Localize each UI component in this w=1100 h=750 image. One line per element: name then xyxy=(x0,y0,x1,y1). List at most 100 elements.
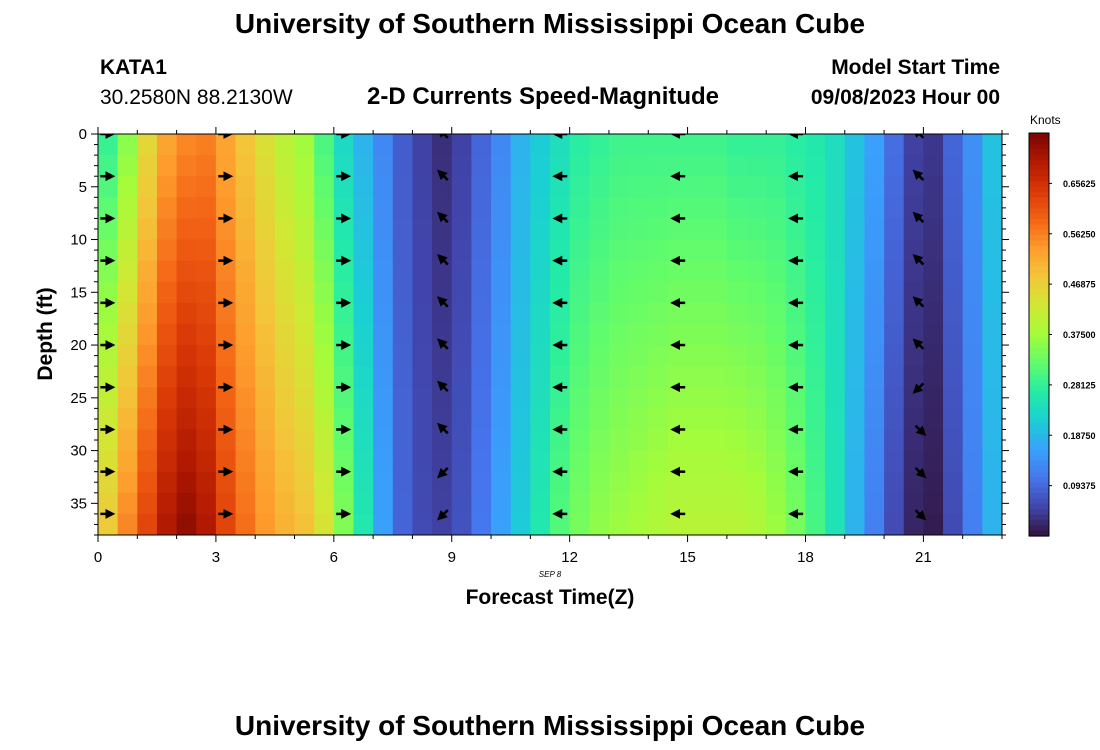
heatmap-cell xyxy=(255,366,276,388)
heatmap-cell xyxy=(471,492,492,515)
heatmap-cell xyxy=(196,513,217,535)
heatmap-cell xyxy=(667,239,689,262)
heatmap-cell xyxy=(353,260,374,283)
heatmap-cell xyxy=(156,218,178,241)
heatmap-cell xyxy=(451,155,472,177)
heatmap-cell xyxy=(451,429,472,452)
heatmap-cell xyxy=(608,281,630,304)
heatmap-cell xyxy=(844,155,866,177)
heatmap-cell xyxy=(667,134,689,156)
heatmap-cell xyxy=(314,239,335,262)
heatmap-cell xyxy=(373,408,394,431)
heatmap-cell xyxy=(844,134,866,156)
heatmap-cell xyxy=(235,260,256,283)
heatmap-cell xyxy=(491,134,512,156)
heatmap-cell xyxy=(943,155,964,177)
heatmap-cell xyxy=(550,134,571,156)
heatmap-cell xyxy=(491,176,512,198)
heatmap-cell xyxy=(117,323,138,346)
heatmap-cell xyxy=(726,134,748,156)
heatmap-cell xyxy=(825,155,846,177)
heatmap-cell xyxy=(687,429,708,452)
heatmap-cell xyxy=(176,134,197,156)
heatmap-cell xyxy=(884,134,905,156)
heatmap-cell xyxy=(530,471,551,494)
heatmap-cell xyxy=(628,366,649,388)
heatmap-cell xyxy=(805,176,826,198)
current-arrow xyxy=(437,466,449,479)
current-arrow xyxy=(914,424,927,437)
heatmap-cell xyxy=(648,387,669,409)
heatmap-cell xyxy=(785,366,807,388)
heatmap-cell xyxy=(923,387,944,409)
heatmap-cell xyxy=(353,281,374,304)
current-arrow xyxy=(912,338,925,350)
heatmap-cell xyxy=(569,281,590,304)
heatmap-cell xyxy=(923,197,944,220)
heatmap-cell xyxy=(137,239,158,262)
colorbar-tick-label: 0.18750 xyxy=(1063,431,1096,441)
colorbar-segment xyxy=(1029,439,1049,446)
colorbar-segment xyxy=(1029,428,1049,435)
heatmap-cell xyxy=(726,345,748,367)
heatmap-cell xyxy=(943,387,964,409)
heatmap-cell xyxy=(923,302,944,325)
heatmap-cell xyxy=(471,155,492,177)
heatmap-cell xyxy=(667,408,689,431)
heatmap-cell xyxy=(569,260,590,283)
heatmap-cell xyxy=(432,345,453,367)
heatmap-cell xyxy=(746,302,767,325)
colorbar-segment xyxy=(1029,315,1049,322)
heatmap-cell xyxy=(903,155,924,177)
heatmap-cell xyxy=(98,366,119,388)
heatmap-cell xyxy=(687,408,708,431)
heatmap-cell xyxy=(510,387,531,409)
heatmap-cell xyxy=(707,134,728,156)
heatmap-cell xyxy=(353,176,374,198)
heatmap-cell xyxy=(569,471,590,494)
colorbar-segment xyxy=(1029,342,1049,349)
heatmap-cell xyxy=(373,323,394,346)
heatmap-cell xyxy=(451,366,472,388)
heatmap-cell xyxy=(471,323,492,346)
heatmap-cell xyxy=(589,513,610,535)
heatmap-cell xyxy=(903,134,924,156)
heatmap-cell xyxy=(864,408,885,431)
heatmap-cell xyxy=(746,450,767,473)
heatmap-cell xyxy=(864,450,885,473)
heatmap-cell xyxy=(117,450,138,473)
heatmap-cell xyxy=(766,408,787,431)
heatmap-cell xyxy=(766,218,787,241)
heatmap-cell xyxy=(943,281,964,304)
colorbar-segment xyxy=(1029,229,1049,236)
colorbar-segment xyxy=(1029,181,1049,188)
colorbar-segment xyxy=(1029,197,1049,204)
heatmap-cell xyxy=(117,302,138,325)
heatmap-cell xyxy=(117,345,138,367)
colorbar-segment xyxy=(1029,433,1049,440)
colorbar-tick-label: 0.46875 xyxy=(1063,280,1096,290)
heatmap-cell xyxy=(648,492,669,515)
heatmap-cell xyxy=(648,218,669,241)
colorbar-segment xyxy=(1029,267,1049,274)
heatmap-cell xyxy=(884,513,905,535)
heatmap-cell xyxy=(667,176,689,198)
heatmap-cell xyxy=(844,323,866,346)
heatmap-cell xyxy=(314,197,335,220)
heatmap-cell xyxy=(137,492,158,515)
heatmap-cell xyxy=(962,134,983,156)
heatmap-cell xyxy=(156,450,178,473)
heatmap-cell xyxy=(569,345,590,367)
heatmap-cell xyxy=(333,260,355,283)
heatmap-cell xyxy=(491,513,512,535)
heatmap-cell xyxy=(137,281,158,304)
heatmap-cell xyxy=(156,302,178,325)
heatmap-cell xyxy=(825,197,846,220)
heatmap-cell xyxy=(707,450,728,473)
heatmap-cell xyxy=(962,345,983,367)
heatmap-cell xyxy=(196,260,217,283)
heatmap-cell xyxy=(215,513,237,535)
heatmap-cell xyxy=(589,387,610,409)
heatmap-cell xyxy=(962,155,983,177)
heatmap-cell xyxy=(294,134,315,156)
